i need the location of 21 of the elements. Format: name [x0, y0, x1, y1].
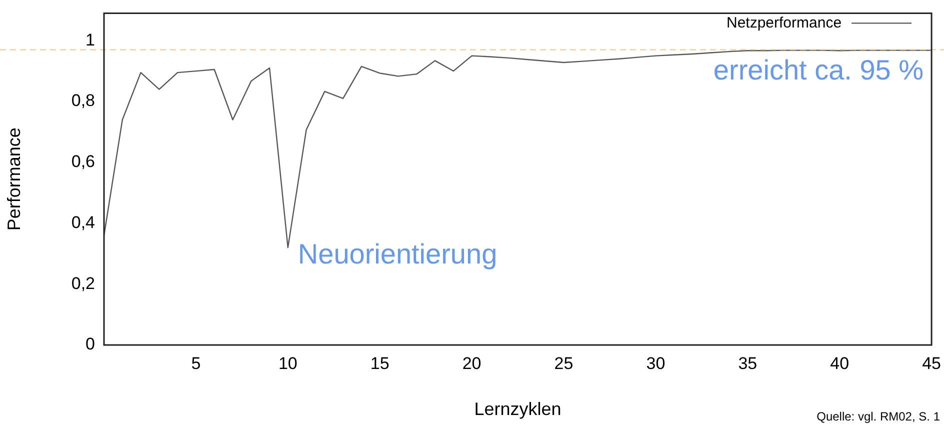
x-tick-label: 25 — [554, 354, 574, 373]
annotation: Neuorientierung — [298, 238, 498, 270]
source-note: Quelle: vgl. RM02, S. 1 — [816, 409, 940, 424]
x-tick-label: 30 — [646, 354, 666, 373]
x-axis-title: Lernzyklen — [474, 399, 562, 420]
y-tick-label: 0,4 — [71, 212, 95, 232]
legend-label: Netzperformance — [726, 14, 842, 32]
y-tick-label: 1 — [86, 30, 95, 50]
x-tick-label: 15 — [370, 354, 390, 373]
y-tick-label: 0,6 — [71, 152, 95, 172]
x-tick-label: 40 — [830, 354, 850, 373]
y-tick-label: 0 — [86, 334, 95, 354]
y-tick-label: 0,2 — [71, 274, 95, 293]
x-tick-label: 10 — [278, 354, 298, 373]
ref-line-label: erreicht ca. 95 % — [713, 54, 924, 86]
y-axis-title: Performance — [4, 128, 24, 231]
x-tick-label: 5 — [191, 354, 201, 373]
x-tick-label: 20 — [462, 354, 482, 373]
x-tick-label: 45 — [922, 354, 942, 373]
x-tick-label: 35 — [738, 354, 758, 373]
y-tick-label: 0,8 — [71, 91, 95, 110]
